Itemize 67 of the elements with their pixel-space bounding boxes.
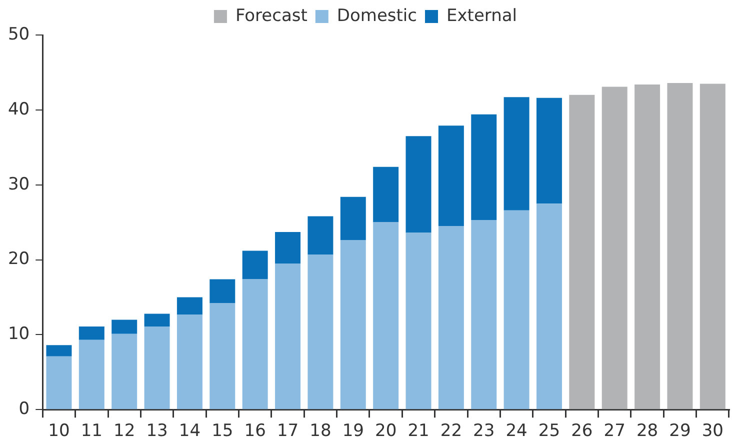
bar bbox=[602, 86, 628, 410]
bar bbox=[504, 210, 530, 410]
y-tick-label: 20 bbox=[8, 249, 30, 270]
x-tick-label: 17 bbox=[276, 421, 299, 442]
bar bbox=[242, 250, 268, 280]
bar bbox=[406, 232, 432, 410]
x-tick-label: 15 bbox=[212, 421, 234, 442]
x-tick-label: 21 bbox=[408, 421, 430, 442]
bar bbox=[438, 226, 464, 410]
x-tick-label: 16 bbox=[244, 421, 266, 442]
bar bbox=[176, 297, 202, 314]
x-tick-label: 24 bbox=[506, 421, 528, 442]
bar bbox=[308, 216, 334, 255]
x-tick-label: 10 bbox=[48, 421, 70, 442]
legend-label: Forecast bbox=[235, 6, 308, 26]
bar bbox=[536, 204, 562, 410]
y-tick-label: 40 bbox=[8, 99, 30, 120]
bar bbox=[569, 94, 595, 410]
bar bbox=[406, 136, 432, 233]
bar bbox=[46, 345, 72, 356]
bar bbox=[78, 340, 104, 410]
x-tick-label: 13 bbox=[146, 421, 168, 442]
x-tick-label: 12 bbox=[114, 421, 136, 442]
bar bbox=[112, 334, 138, 410]
bar bbox=[210, 303, 236, 410]
bar bbox=[242, 279, 268, 410]
y-tick-label: 10 bbox=[8, 324, 30, 344]
bar bbox=[471, 220, 497, 410]
x-tick-label: 27 bbox=[604, 421, 626, 442]
x-tick-label: 26 bbox=[571, 421, 593, 442]
bar bbox=[308, 254, 334, 410]
bar bbox=[504, 97, 530, 210]
bar bbox=[667, 82, 693, 410]
x-tick-label: 18 bbox=[310, 421, 332, 442]
y-tick-label: 0 bbox=[18, 399, 30, 420]
x-tick-label: 28 bbox=[636, 421, 658, 442]
bar bbox=[78, 326, 104, 340]
x-tick-label: 29 bbox=[669, 421, 691, 442]
x-tick-label: 11 bbox=[80, 421, 102, 442]
bar bbox=[471, 114, 497, 220]
bar bbox=[144, 326, 170, 410]
bar bbox=[46, 356, 72, 410]
bar bbox=[275, 232, 301, 264]
x-tick-label: 22 bbox=[440, 421, 462, 442]
bar bbox=[275, 264, 301, 410]
legend-label: External bbox=[446, 6, 518, 26]
x-tick-label: 20 bbox=[374, 421, 397, 442]
bar bbox=[634, 84, 660, 410]
bar bbox=[144, 314, 170, 326]
legend-label: Domestic bbox=[336, 6, 418, 26]
bar bbox=[536, 98, 562, 204]
x-tick-label: 19 bbox=[342, 421, 364, 442]
bar bbox=[373, 222, 399, 410]
bar bbox=[340, 240, 366, 410]
x-tick-label: 30 bbox=[702, 421, 724, 442]
bar bbox=[176, 314, 202, 410]
bar bbox=[700, 84, 726, 410]
bar bbox=[340, 196, 366, 240]
y-tick-label: 30 bbox=[8, 174, 30, 194]
x-tick-label: 23 bbox=[473, 421, 495, 442]
bar bbox=[112, 320, 138, 334]
bar bbox=[373, 166, 399, 222]
x-tick-label: 14 bbox=[178, 421, 201, 442]
bar bbox=[210, 279, 236, 304]
y-tick-label: 50 bbox=[8, 24, 30, 44]
x-tick-label: 25 bbox=[538, 421, 560, 442]
bar bbox=[438, 126, 464, 226]
